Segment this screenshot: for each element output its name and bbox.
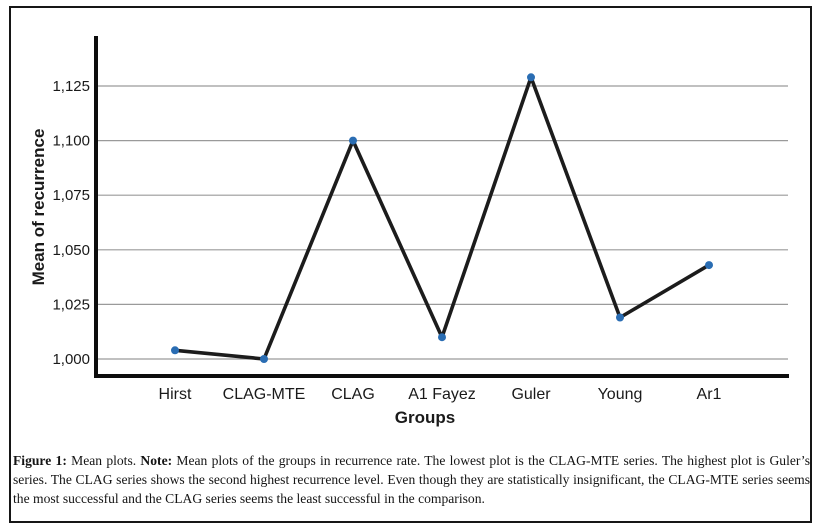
data-point-marker <box>438 333 446 342</box>
x-category-label: CLAG <box>331 386 375 403</box>
y-tick-label: 1,100 <box>52 133 90 150</box>
y-tick-label: 1,125 <box>52 78 90 95</box>
caption-note-text: Mean plots of the groups in recurrence r… <box>13 453 810 506</box>
data-point-marker <box>705 261 713 270</box>
grid-layer <box>96 85 788 360</box>
series-layer <box>171 73 713 363</box>
y-axis-title: Mean of recurrence <box>29 129 48 286</box>
figure-caption: Figure 1: Mean plots. Note: Mean plots o… <box>13 451 810 508</box>
note-label: Note: <box>140 453 173 468</box>
mean-plot-line-chart: 1,000 1,025 1,050 1,075 1,100 1,125 Hirst CLAG-… <box>29 36 789 427</box>
label-layer: 1,000 1,025 1,050 1,075 1,100 1,125 Hirst CLAG-… <box>52 78 721 403</box>
x-axis-title: Groups <box>395 408 455 427</box>
data-point-marker <box>260 355 268 363</box>
caption-intro: Mean plots. <box>66 453 141 468</box>
y-tick-label: 1,025 <box>52 296 90 313</box>
figure-label: Figure 1: <box>13 453 67 468</box>
x-category-label: Young <box>598 386 643 403</box>
y-tick-label: 1,050 <box>52 242 90 259</box>
x-category-label: A1 Fayez <box>408 386 476 403</box>
data-point-marker <box>349 136 357 145</box>
x-category-label: Hirst <box>159 386 192 403</box>
data-point-marker <box>171 346 179 355</box>
x-category-label: Ar1 <box>697 386 722 403</box>
series-line <box>173 75 711 361</box>
data-point-marker <box>616 313 624 322</box>
y-tick-label: 1,075 <box>52 187 90 204</box>
x-category-label: CLAG-MTE <box>223 386 306 403</box>
y-tick-label: 1,000 <box>52 351 90 368</box>
axis-layer <box>94 36 789 378</box>
data-point-marker <box>527 73 535 82</box>
x-category-label: Guler <box>511 386 551 403</box>
